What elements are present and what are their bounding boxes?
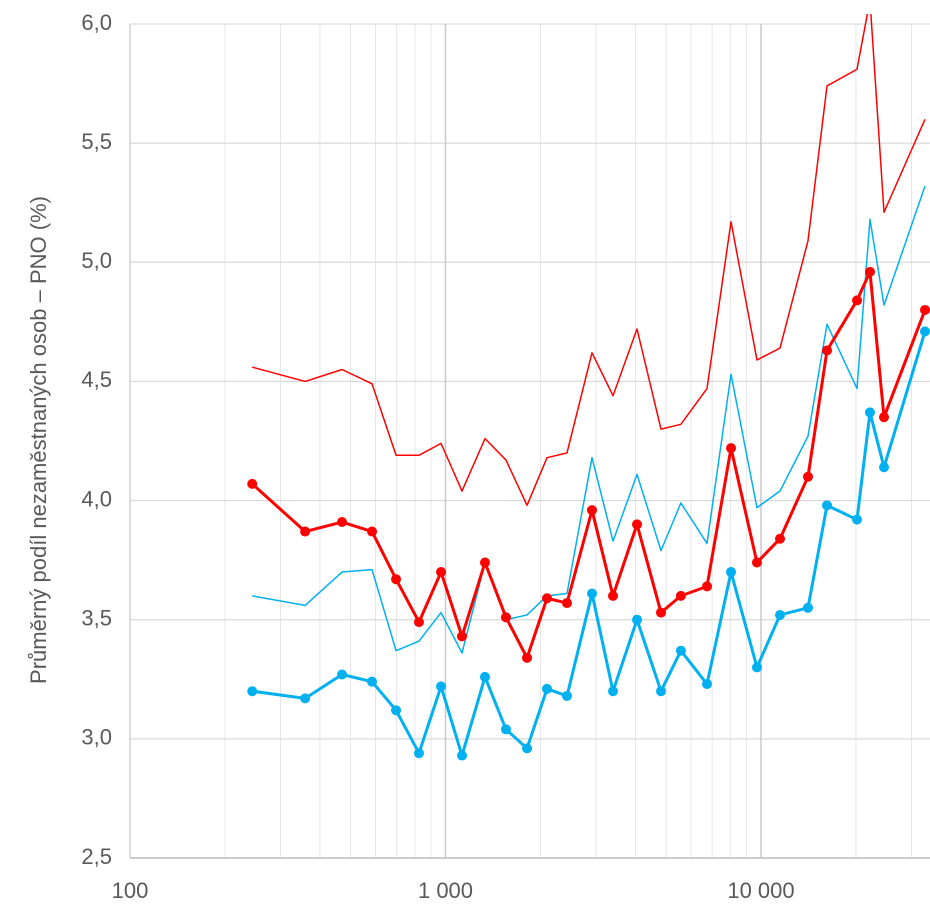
series-line	[252, 14, 926, 507]
series-marker	[726, 443, 737, 454]
series-marker	[656, 686, 667, 697]
series-marker	[656, 607, 667, 618]
series-marker	[479, 557, 490, 568]
series-marker	[436, 681, 447, 692]
series-marker	[726, 567, 737, 578]
series-marker	[413, 617, 424, 628]
series-marker	[864, 407, 875, 418]
series-marker	[675, 590, 686, 601]
series-marker	[920, 304, 930, 315]
series-marker	[586, 505, 597, 516]
x-tick-label: 10 000	[727, 878, 794, 903]
series-marker	[864, 266, 875, 277]
series-marker	[413, 748, 424, 759]
y-tick-label: 5,0	[81, 248, 112, 273]
series-marker	[561, 690, 572, 701]
series-marker	[802, 471, 813, 482]
series-marker	[522, 743, 533, 754]
series-marker	[500, 612, 511, 623]
series-marker	[775, 533, 786, 544]
series-marker	[247, 478, 258, 489]
series-line	[251, 270, 927, 660]
series-marker	[822, 345, 833, 356]
series-marker	[542, 593, 553, 604]
series-marker	[851, 295, 862, 306]
series-marker	[479, 671, 490, 682]
series-marker	[337, 517, 348, 528]
x-tick-label: 100	[112, 878, 149, 903]
y-tick-label: 6,0	[81, 10, 112, 35]
series-line	[252, 185, 926, 654]
series-marker	[561, 598, 572, 609]
series-marker	[436, 567, 447, 578]
series-line	[252, 330, 927, 758]
series-marker	[920, 326, 930, 337]
plot-area	[247, 14, 930, 761]
series-marker	[367, 676, 378, 687]
y-tick-label: 2,5	[81, 844, 112, 869]
y-tick-label: 4,5	[81, 367, 112, 392]
series-marker	[879, 412, 890, 423]
series-marker	[802, 602, 813, 613]
series-marker	[457, 631, 468, 642]
series-marker	[300, 693, 311, 704]
series-marker	[586, 588, 597, 599]
series-marker	[367, 526, 378, 537]
series-marker	[851, 514, 862, 525]
series-marker	[247, 686, 258, 697]
series-marker	[632, 519, 643, 530]
series-marker	[775, 609, 786, 620]
series-marker	[632, 614, 643, 625]
y-tick-label: 3,5	[81, 606, 112, 631]
series-marker	[500, 724, 511, 735]
series-marker	[608, 590, 619, 601]
series-marker	[457, 750, 468, 761]
series-marker	[522, 652, 533, 663]
series-marker	[391, 574, 402, 585]
series-marker	[751, 557, 762, 568]
y-tick-label: 5,5	[81, 129, 112, 154]
series-marker	[751, 662, 762, 673]
series-marker	[879, 462, 890, 473]
x-tick-label: 1 000	[418, 878, 473, 903]
series-marker	[542, 683, 553, 694]
series-marker	[822, 500, 833, 511]
y-axis-label: Průměrný podíl nezaměstnaných osob – PNO…	[26, 196, 51, 684]
series-marker	[702, 581, 713, 592]
y-tick-label: 3,0	[81, 725, 112, 750]
series-marker	[608, 686, 619, 697]
series-marker	[337, 669, 348, 680]
y-tick-label: 4,0	[81, 486, 112, 511]
series-marker	[675, 645, 686, 656]
series-marker	[702, 679, 713, 690]
series-marker	[300, 526, 311, 537]
series-marker	[391, 705, 402, 716]
